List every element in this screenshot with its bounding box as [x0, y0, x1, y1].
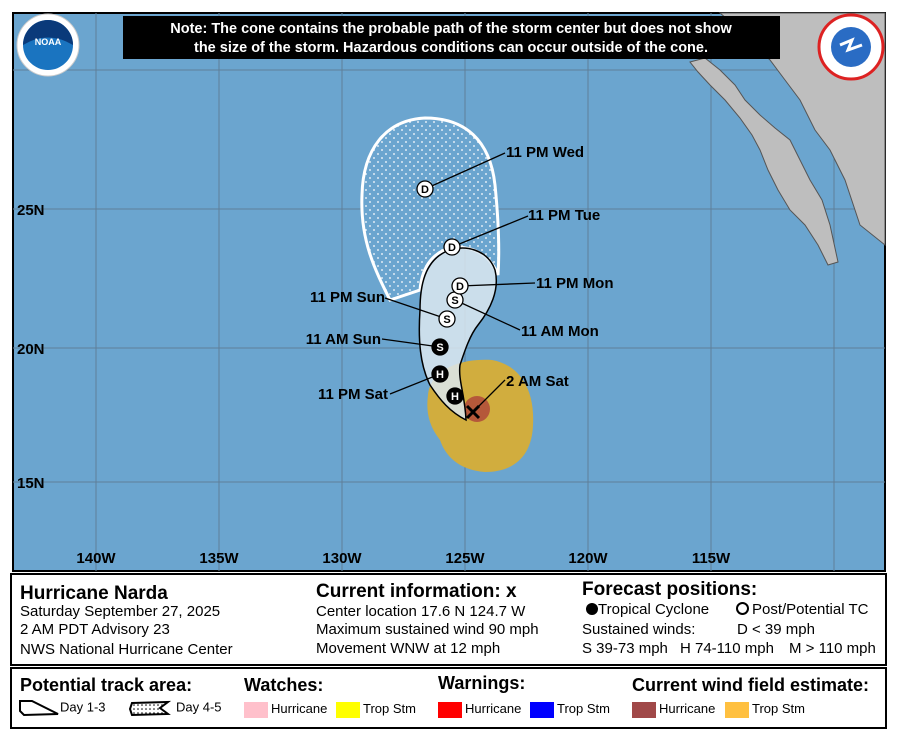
svg-text:NOAA: NOAA	[35, 37, 62, 47]
tropical-storm-warning-label: Trop Stm	[557, 701, 610, 716]
legend-panel: Potential track area: Watches: Warnings:…	[10, 667, 887, 729]
day-4-5-label: Day 4-5	[176, 699, 222, 715]
day-1-3-cone-icon	[19, 700, 59, 717]
hurricane-wind-swatch	[632, 701, 656, 718]
storm-name: Hurricane Narda	[20, 583, 168, 604]
warnings-title: Warnings:	[438, 673, 526, 693]
forecast-point-symbol: D	[448, 242, 456, 254]
track-area-title: Potential track area:	[20, 675, 193, 695]
tropical-storm-warning-swatch	[530, 701, 554, 718]
forecast-point-symbol: H	[451, 391, 459, 403]
max-wind: Maximum sustained wind 90 mph	[316, 621, 539, 638]
forecast-point-marker	[438, 310, 456, 328]
hurricane-wind-label: Hurricane	[659, 701, 716, 716]
forecast-point-marker	[443, 238, 461, 256]
info-panel: Hurricane Narda Saturday September 27, 2…	[10, 573, 887, 666]
lon-label-120w: 120W	[568, 550, 608, 567]
label-11pm-mon: 11 PM Mon	[536, 275, 614, 292]
tropical-cyclone-label: Tropical Cyclone	[598, 601, 710, 618]
advisory-date: Saturday September 27, 2025	[20, 603, 221, 620]
tropical-cyclone-icon	[586, 603, 598, 615]
cone-note-line1: Note: The cone contains the probable pat…	[170, 21, 732, 37]
post-tc-label: Post/Potential TC	[752, 601, 869, 618]
hurricane-watch-label: Hurricane	[271, 701, 328, 716]
forecast-positions-title: Forecast positions:	[582, 579, 758, 600]
wind-field-title: Current wind field estimate:	[632, 675, 870, 695]
day-1-3-label: Day 1-3	[60, 699, 106, 715]
forecast-point-symbol: H	[436, 369, 444, 381]
cone-note-line2: the size of the storm. Hazardous conditi…	[194, 40, 708, 56]
label-11am-mon: 11 AM Mon	[521, 323, 599, 340]
tropical-storm-watch-swatch	[336, 701, 360, 718]
issuing-center: NWS National Hurricane Center	[20, 641, 233, 658]
noaa-logo: NOAA	[16, 13, 80, 77]
lon-label-130w: 130W	[322, 550, 362, 567]
sustained-winds-label: Sustained winds:	[582, 621, 696, 638]
watches-title: Watches:	[244, 675, 324, 695]
wind-h: H 74-110 mph	[680, 640, 774, 657]
lon-label-115w: 115W	[692, 550, 731, 567]
forecast-point-marker	[416, 180, 434, 198]
label-11pm-sat: 11 PM Sat	[318, 386, 388, 403]
wind-m: M > 110 mph	[789, 640, 876, 657]
forecast-point-marker	[446, 387, 464, 405]
movement: Movement WNW at 12 mph	[316, 640, 501, 657]
label-2am-sat: 2 AM Sat	[506, 373, 569, 390]
lon-label-140w: 140W	[76, 550, 116, 567]
tropical-storm-wind-label: Trop Stm	[752, 701, 805, 716]
current-info-title: Current information: x	[316, 581, 517, 602]
lat-label-20n: 20N	[17, 341, 45, 358]
lat-label-25n: 25N	[17, 202, 45, 219]
current-position-x-icon	[465, 404, 481, 420]
wind-d: D < 39 mph	[737, 621, 815, 638]
forecast-point-marker	[451, 277, 469, 295]
forecast-point-symbol: D	[456, 281, 464, 293]
label-11pm-tue: 11 PM Tue	[528, 207, 600, 224]
post-tc-icon	[736, 602, 749, 615]
tropical-storm-wind-swatch	[725, 701, 749, 718]
label-11am-sun: 11 AM Sun	[306, 331, 381, 348]
forecast-point-symbol: S	[436, 342, 443, 354]
wind-s: S 39-73 mph	[582, 640, 668, 657]
lon-label-135w: 135W	[199, 550, 239, 567]
label-11pm-wed: 11 PM Wed	[506, 144, 584, 161]
forecast-point-marker	[431, 338, 449, 356]
leader-lines	[381, 152, 536, 413]
center-location: Center location 17.6 N 124.7 W	[316, 603, 526, 620]
lat-label-15n: 15N	[17, 475, 45, 492]
forecast-point-symbol: S	[443, 314, 450, 326]
advisory-number: 2 AM PDT Advisory 23	[20, 621, 170, 638]
cone-day-4-5-pattern	[361, 118, 499, 300]
hurricane-warning-label: Hurricane	[465, 701, 522, 716]
forecast-point-marker	[431, 365, 449, 383]
hurricane-watch-swatch	[244, 701, 268, 718]
cone-note-box	[123, 16, 780, 59]
tropical-storm-watch-label: Trop Stm	[363, 701, 416, 716]
label-11pm-sun: 11 PM Sun	[310, 289, 385, 306]
forecast-point-symbol: D	[421, 184, 429, 196]
hurricane-warning-swatch	[438, 701, 462, 718]
day-4-5-cone-icon	[128, 700, 172, 717]
nws-logo	[817, 13, 885, 81]
lon-label-125w: 125W	[445, 550, 485, 567]
forecast-point-symbol: S	[451, 295, 458, 307]
